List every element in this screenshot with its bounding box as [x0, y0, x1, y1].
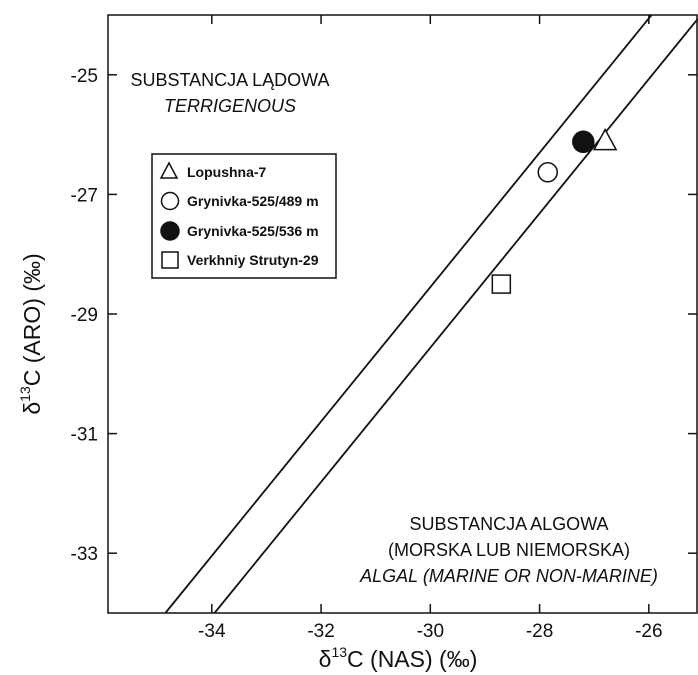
boundary-line-0	[164, 14, 653, 614]
legend-item-3: Verkhniy Strutyn-29	[187, 252, 319, 268]
region-upper-line1: SUBSTANCJA LĄDOWA	[130, 70, 329, 90]
y-tick-label-0: -25	[71, 66, 98, 87]
y-tick-label-4: -33	[71, 544, 98, 565]
legend-triangle-icon	[159, 161, 179, 179]
x-tick-label-4: -26	[635, 621, 662, 642]
legend-filled-circle-icon	[160, 221, 180, 241]
point-circle-open-1-0	[537, 162, 559, 183]
legend-box	[151, 153, 337, 279]
x-tick-label-0: -34	[198, 621, 226, 642]
region-lower-line2: (MORSKA LUB NIEMORSKA)	[388, 540, 630, 560]
point-circle-filled-2-0	[572, 130, 595, 154]
y-axis-title: δ13C (ARO) (‰)	[17, 253, 45, 414]
x-tick-label-2: -30	[417, 621, 444, 642]
y-tick-label-1: -27	[71, 185, 98, 206]
x-tick-label-3: -28	[526, 621, 553, 642]
x-tick-label-1: -32	[307, 621, 334, 642]
data-points	[491, 128, 618, 294]
legend-item-0: Lopushna-7	[187, 164, 267, 180]
boundary-line-1	[213, 18, 698, 614]
y-tick-label-3: -31	[71, 425, 98, 446]
region-lower-line1: SUBSTANCJA ALGOWA	[409, 514, 608, 534]
x-axis-title: δ13C (NAS) (‰)	[319, 644, 478, 672]
legend-item-2: Grynivka-525/536 m	[187, 223, 319, 239]
region-lower-line3: ALGAL (MARINE OR NON-MARINE)	[359, 566, 658, 586]
legend-square-icon	[161, 251, 179, 269]
point-triangle-0-0	[592, 128, 618, 151]
boundary-lines	[164, 14, 698, 614]
legend-item-1: Grynivka-525/489 m	[187, 193, 319, 209]
region-upper-line2: TERRIGENOUS	[164, 96, 296, 116]
point-square-3-0	[491, 274, 512, 294]
y-tick-label-2: -29	[71, 305, 98, 326]
legend: Lopushna-7 Grynivka-525/489 m Grynivka-5…	[151, 153, 337, 279]
axis-ticks: -34 -32 -30 -28 -26 -25 -27 -29 -31 -33	[71, 15, 697, 642]
legend-open-circle-icon	[160, 191, 180, 211]
